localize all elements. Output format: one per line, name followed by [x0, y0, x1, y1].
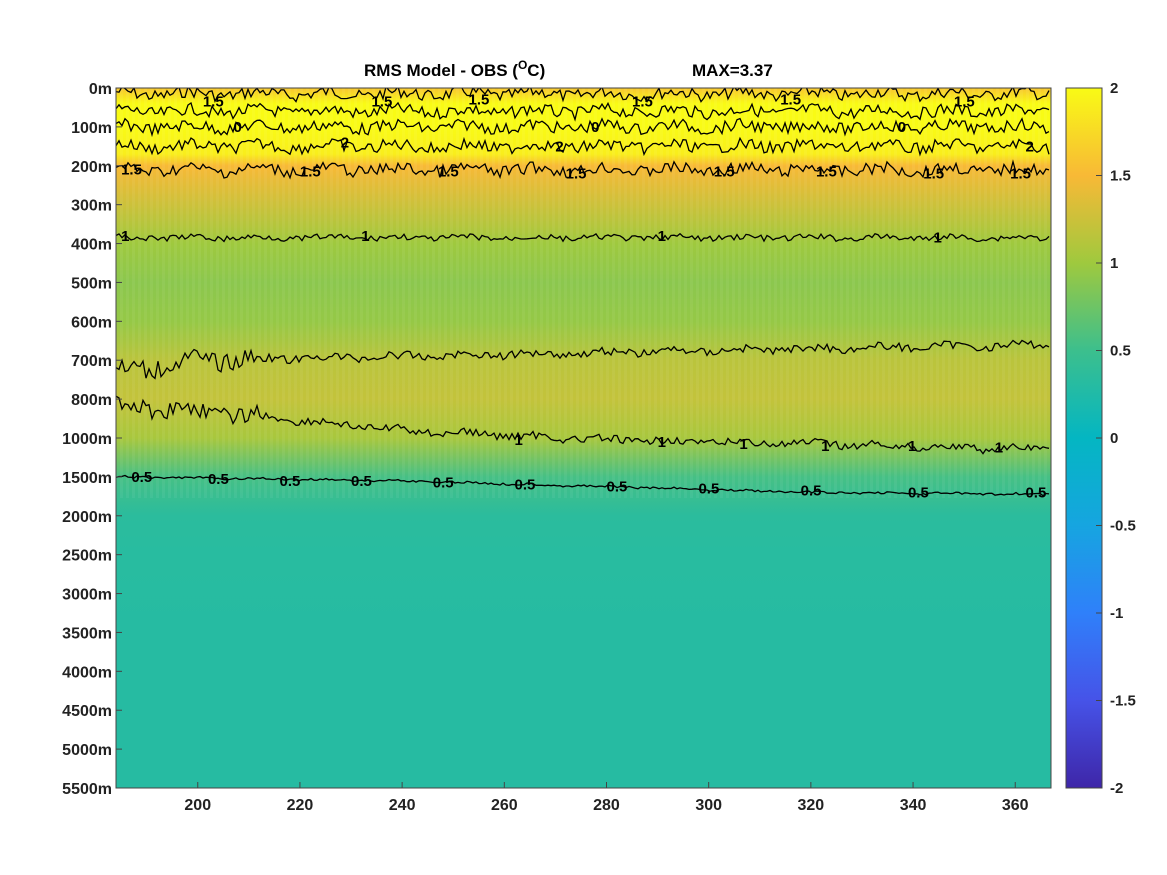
contour-line-1	[116, 339, 1050, 380]
contour-line-0	[116, 117, 1050, 138]
y-tick-label: 700m	[71, 353, 112, 370]
contour-label: 1.5	[714, 164, 735, 181]
contour-label: 0.5	[279, 473, 300, 490]
contour-label: 0.5	[208, 471, 229, 488]
y-tick-label: 400m	[71, 237, 112, 254]
contour-label: 1.5	[203, 94, 224, 111]
y-tick-label: 3500m	[62, 625, 112, 642]
chart-title: RMS Model - OBS (OC)	[364, 58, 545, 80]
colorbar-tick-label: 1	[1110, 255, 1118, 272]
contour-line-1	[116, 395, 1050, 455]
y-tick-label: 4000m	[62, 664, 112, 681]
contour-label: 1.5	[300, 164, 321, 181]
contour-label: 2	[1025, 138, 1033, 155]
contour-lines	[116, 88, 1050, 497]
colorbar-tick-label: 0.5	[1110, 343, 1131, 360]
contour-label: 0.5	[698, 481, 719, 498]
contour-label: 1	[361, 228, 369, 245]
contour-label: 1	[658, 228, 666, 245]
y-tick-label: 3000m	[62, 587, 112, 604]
y-tick-label: 1500m	[62, 470, 112, 487]
x-tick-label: 240	[389, 797, 416, 814]
x-tick-label: 280	[593, 797, 620, 814]
contour-label: 1.5	[438, 164, 459, 181]
contour-line-1.5	[116, 88, 1050, 103]
contour-labels: 1.5 1.5 1.5 1.5 1.5 1.52 2 20 0 01.5 1.5 1.5 1.5 1.5 1…	[121, 92, 1046, 502]
x-tick-label: 320	[798, 797, 825, 814]
y-tick-label: 5500m	[62, 781, 112, 798]
contour-label: 1.5	[566, 166, 587, 183]
contour-label: 1.5	[816, 164, 837, 181]
y-tick-label: 1000m	[62, 431, 112, 448]
contour-line-0.5	[116, 474, 1050, 497]
y-tick-label: 300m	[71, 198, 112, 215]
contour-label: 2	[341, 134, 349, 151]
contour-label: 0	[591, 119, 599, 136]
contour-label: 1.5	[923, 166, 944, 183]
contour-label: 1	[908, 438, 916, 455]
colorbar-tick-label: -0.5	[1110, 518, 1136, 535]
y-tick-label: 2000m	[62, 509, 112, 526]
y-tick-label: 0m	[89, 81, 112, 98]
x-tick-label: 300	[695, 797, 722, 814]
y-tick-label: 5000m	[62, 742, 112, 759]
contour-label: 1.5	[954, 94, 975, 111]
x-tick-label: 200	[184, 797, 211, 814]
y-tick-label: 200m	[71, 159, 112, 176]
heatmap-texture	[116, 88, 1051, 498]
contour-label: 0.5	[131, 469, 152, 486]
x-axis: 200 220 240 260 280 300 320 340 360	[184, 782, 1029, 814]
y-tick-label: 2500m	[62, 548, 112, 565]
contour-label: 1.5	[632, 94, 653, 111]
x-tick-label: 220	[287, 797, 314, 814]
max-annotation: MAX=3.37	[692, 61, 773, 80]
contour-label: 1	[933, 230, 941, 247]
contour-line-1.5	[116, 159, 1050, 180]
y-tick-label: 500m	[71, 275, 112, 292]
colorbar-tick-label: -1.5	[1110, 693, 1136, 710]
contour-label: 1.5	[371, 94, 392, 111]
contour-label: 1	[121, 228, 129, 245]
contour-label: 0.5	[908, 484, 929, 501]
contour-label: 2	[555, 138, 563, 155]
contour-label: 0.5	[433, 475, 454, 492]
colorbar-tick-label: 2	[1110, 80, 1118, 97]
contour-label: 1.5	[1010, 166, 1031, 183]
y-tick-label: 4500m	[62, 703, 112, 720]
contour-label: 1.5	[780, 92, 801, 109]
contour-line-2	[116, 136, 1050, 157]
x-tick-label: 360	[1002, 797, 1029, 814]
contour-label: 1.5	[469, 92, 490, 109]
contour-label: 0.5	[801, 483, 822, 500]
colorbar-tick-label: -2	[1110, 780, 1123, 797]
colorbar-tick-label: 0	[1110, 430, 1118, 447]
y-tick-label: 800m	[71, 392, 112, 409]
colorbar-ticks: 2 1.5 1 0.5 0 -0.5 -1 -1.5 -2	[1096, 80, 1136, 797]
contour-label: 0.5	[515, 477, 536, 494]
contour-line-2	[116, 101, 1050, 122]
colorbar-tick-label: -1	[1110, 605, 1123, 622]
contour-label: 1	[821, 438, 829, 455]
contour-label: 1	[739, 436, 747, 453]
contour-label: 1	[995, 440, 1003, 457]
plot-area: 1.5 1.5 1.5 1.5 1.5 1.52 2 20 0 01.5 1.5 1.5 1.5 1.5 1…	[116, 88, 1051, 788]
y-tick-label: 100m	[71, 120, 112, 137]
contour-label: 0.5	[351, 473, 372, 490]
contour-label: 1.5	[121, 162, 142, 179]
contour-label: 0.5	[606, 479, 627, 496]
contour-label: 1	[515, 432, 523, 449]
contour-label: 0.5	[1025, 484, 1046, 501]
y-axis: 0m 100m 200m 300m 400m 500m 600m 700m 800m 1000m 1…	[62, 81, 122, 798]
x-tick-label: 260	[491, 797, 518, 814]
contour-label: 0	[898, 119, 906, 136]
contour-label: 1	[658, 434, 666, 451]
contour-line-1	[116, 232, 1050, 243]
contour-label: 0	[234, 119, 242, 136]
colorbar-tick-label: 1.5	[1110, 168, 1131, 185]
y-tick-label: 600m	[71, 314, 112, 331]
x-tick-label: 340	[900, 797, 927, 814]
